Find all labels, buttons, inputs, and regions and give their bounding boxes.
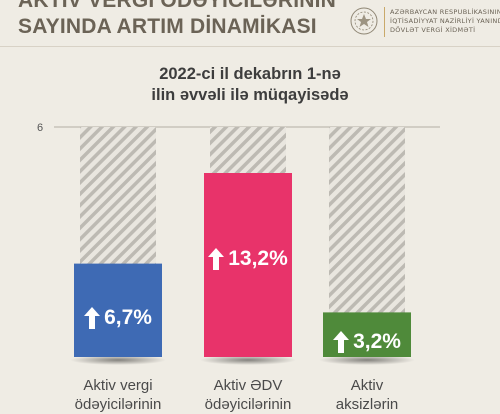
logo-divider (384, 7, 385, 37)
category-label: Aktiv aksizlərin (287, 376, 447, 414)
arrow-up-icon (208, 248, 225, 270)
arrow-up-icon (333, 331, 350, 353)
emblem-icon (350, 7, 378, 35)
bar-value-text: 6,7% (104, 306, 152, 329)
bar-value-text: 3,2% (353, 330, 401, 353)
category-label-line-2: aksizlərin (335, 396, 399, 413)
bar-value-label: 6,7% (58, 304, 178, 332)
org-name-line-2: İQTİSADİYYAT NAZİRLİYİ YANINDA (390, 17, 500, 25)
org-name-line-3: DÖVLƏT VERGİ XİDMƏTİ (390, 26, 476, 34)
page-title-line-2: SAYINDA ARTIM DİNAMİKASI (18, 15, 317, 38)
page-title-line-1: AKTİV VERGİ ÖDƏYİCİLƏRİNİN (18, 0, 337, 12)
chart-title-line-1: 2022-ci il dekabrın 1-nə (159, 65, 341, 83)
bar-value-label: 13,2% (188, 245, 308, 273)
chart-title-line-2: ilin əvvəli ilə müqayisədə (151, 86, 349, 104)
category-label-line-1: Aktiv ƏDV (213, 377, 283, 394)
bar-shadow (200, 355, 296, 365)
org-name-line-1: AZƏRBAYCAN RESPUBLİKASININ (390, 8, 500, 16)
bar-shadow (70, 355, 166, 365)
bar (323, 312, 411, 357)
bar (74, 263, 162, 357)
bar-value-text: 13,2% (228, 247, 288, 270)
header-divider (0, 46, 500, 47)
category-label-line-1: Aktiv vergi (83, 377, 153, 394)
bar-shadow (319, 355, 415, 365)
arrow-up-icon (84, 307, 101, 329)
category-label-line-1: Aktiv (350, 377, 384, 394)
y-tick-label: 6 (37, 122, 43, 134)
bar-value-label: 3,2% (307, 328, 427, 356)
